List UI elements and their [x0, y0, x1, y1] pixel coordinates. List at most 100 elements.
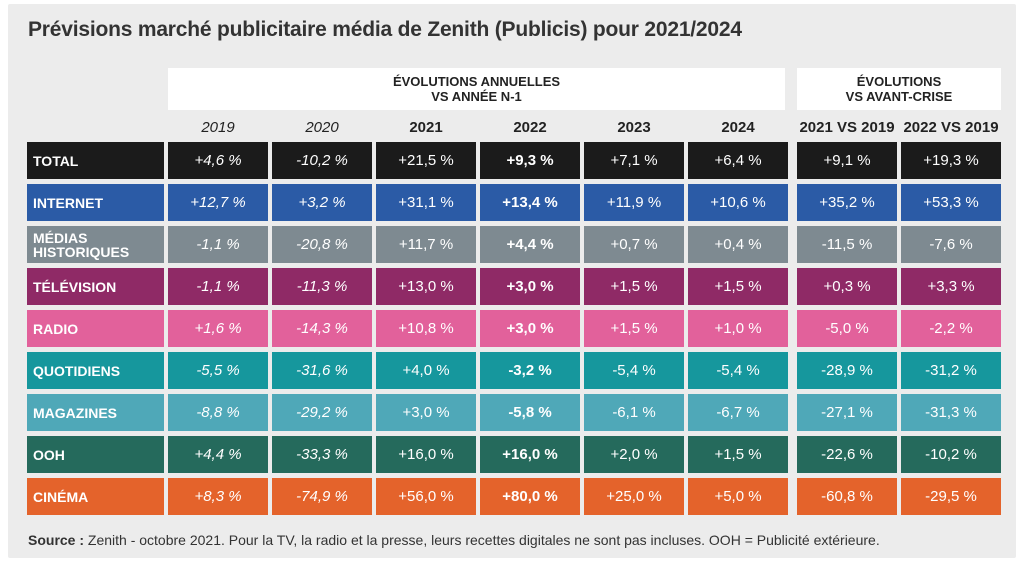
value-cell: -7,6 % — [901, 226, 1001, 263]
column-header: 2023 — [617, 118, 651, 136]
value-cell: +80,0 % — [480, 478, 580, 515]
value-cell: +4,4 % — [168, 436, 268, 473]
value-cell: +56,0 % — [376, 478, 476, 515]
value-cell: +11,7 % — [376, 226, 476, 263]
value-cell: +7,1 % — [584, 142, 684, 179]
table-row: MAGAZINES -8,8 % -29,2 % +3,0 % -5,8 % -6,1 %… — [0, 394, 1024, 431]
value-cell: -14,3 % — [272, 310, 372, 347]
value-cell: -5,0 % — [797, 310, 897, 347]
value-cell: +10,8 % — [376, 310, 476, 347]
row-label: OOH — [27, 436, 164, 473]
row-label: TÉLÉVISION — [27, 268, 164, 305]
value-cell: +2,0 % — [584, 436, 684, 473]
value-cell: +0,3 % — [797, 268, 897, 305]
value-cell: +21,5 % — [376, 142, 476, 179]
row-label: MAGAZINES — [27, 394, 164, 431]
value-cell: -74,9 % — [272, 478, 372, 515]
value-cell: +13,0 % — [376, 268, 476, 305]
value-cell: +0,7 % — [584, 226, 684, 263]
value-cell: -1,1 % — [168, 226, 268, 263]
table-row: TOTAL +4,6 % -10,2 % +21,5 % +9,3 % +7,1 % +6,… — [0, 142, 1024, 179]
table-row: INTERNET +12,7 % +3,2 % +31,1 % +13,4 % +11,9… — [0, 184, 1024, 221]
table-row: MÉDIAS HISTORIQUES -1,1 % -20,8 % +11,7 % +4… — [0, 226, 1024, 263]
column-header: 2022 — [513, 118, 547, 136]
row-label: QUOTIDIENS — [27, 352, 164, 389]
value-cell: -11,3 % — [272, 268, 372, 305]
column-header: 2022 VS 2019 — [903, 118, 999, 136]
value-cell: -10,2 % — [901, 436, 1001, 473]
value-cell: +5,0 % — [688, 478, 788, 515]
value-cell: +16,0 % — [376, 436, 476, 473]
value-cell: +1,5 % — [584, 268, 684, 305]
row-label: INTERNET — [27, 184, 164, 221]
value-cell: -20,8 % — [272, 226, 372, 263]
value-cell: -60,8 % — [797, 478, 897, 515]
value-cell: +1,5 % — [584, 310, 684, 347]
value-cell: +31,1 % — [376, 184, 476, 221]
value-cell: +4,0 % — [376, 352, 476, 389]
value-cell: +19,3 % — [901, 142, 1001, 179]
row-label: MÉDIAS HISTORIQUES — [27, 226, 164, 263]
value-cell: +1,5 % — [688, 268, 788, 305]
row-label: RADIO — [27, 310, 164, 347]
value-cell: -29,2 % — [272, 394, 372, 431]
value-cell: -5,4 % — [688, 352, 788, 389]
value-cell: -31,6 % — [272, 352, 372, 389]
value-cell: +1,0 % — [688, 310, 788, 347]
value-cell: +12,7 % — [168, 184, 268, 221]
value-cell: -27,1 % — [797, 394, 897, 431]
row-label: CINÉMA — [27, 478, 164, 515]
source-note: Source : Zenith - octobre 2021. Pour la … — [28, 532, 880, 548]
value-cell: +3,0 % — [376, 394, 476, 431]
value-cell: -31,3 % — [901, 394, 1001, 431]
value-cell: -33,3 % — [272, 436, 372, 473]
value-cell: +3,2 % — [272, 184, 372, 221]
value-cell: -3,2 % — [480, 352, 580, 389]
value-cell: -11,5 % — [797, 226, 897, 263]
value-cell: +6,4 % — [688, 142, 788, 179]
value-cell: +25,0 % — [584, 478, 684, 515]
value-cell: -1,1 % — [168, 268, 268, 305]
table-row: TÉLÉVISION -1,1 % -11,3 % +13,0 % +3,0 % +1,5… — [0, 268, 1024, 305]
table-row: RADIO +1,6 % -14,3 % +10,8 % +3,0 % +1,5 % +1,… — [0, 310, 1024, 347]
column-header: 2019 — [201, 118, 235, 136]
value-cell: -29,5 % — [901, 478, 1001, 515]
value-cell: +0,4 % — [688, 226, 788, 263]
value-cell: +16,0 % — [480, 436, 580, 473]
value-cell: +3,3 % — [901, 268, 1001, 305]
value-cell: -5,8 % — [480, 394, 580, 431]
column-header: 2021 — [409, 118, 443, 136]
value-cell: -10,2 % — [272, 142, 372, 179]
value-cell: +3,0 % — [480, 310, 580, 347]
column-header: 2024 — [721, 118, 755, 136]
group-header-1: ÉVOLUTIONS ANNUELLES VS ANNÉE N-1 — [168, 68, 785, 110]
value-cell: -6,1 % — [584, 394, 684, 431]
value-cell: +10,6 % — [688, 184, 788, 221]
value-cell: +1,5 % — [688, 436, 788, 473]
value-cell: -8,8 % — [168, 394, 268, 431]
value-cell: +35,2 % — [797, 184, 897, 221]
value-cell: +13,4 % — [480, 184, 580, 221]
column-header: 2020 — [305, 118, 339, 136]
value-cell: +1,6 % — [168, 310, 268, 347]
row-label: TOTAL — [27, 142, 164, 179]
value-cell: +3,0 % — [480, 268, 580, 305]
value-cell: +53,3 % — [901, 184, 1001, 221]
value-cell: +9,3 % — [480, 142, 580, 179]
value-cell: +4,4 % — [480, 226, 580, 263]
source-text: Zenith - octobre 2021. Pour la TV, la ra… — [84, 532, 880, 548]
value-cell: -2,2 % — [901, 310, 1001, 347]
value-cell: -5,4 % — [584, 352, 684, 389]
value-cell: +11,9 % — [584, 184, 684, 221]
column-header: 2021 VS 2019 — [799, 118, 895, 136]
value-cell: -22,6 % — [797, 436, 897, 473]
value-cell: +4,6 % — [168, 142, 268, 179]
value-cell: +8,3 % — [168, 478, 268, 515]
chart-title: Prévisions marché publicitaire média de … — [28, 18, 742, 41]
table-row: CINÉMA +8,3 % -74,9 % +56,0 % +80,0 % +25,0 %… — [0, 478, 1024, 515]
value-cell: +9,1 % — [797, 142, 897, 179]
table-row: QUOTIDIENS -5,5 % -31,6 % +4,0 % -3,2 % -5,4 … — [0, 352, 1024, 389]
value-cell: -5,5 % — [168, 352, 268, 389]
source-prefix: Source : — [28, 532, 85, 548]
value-cell: -6,7 % — [688, 394, 788, 431]
